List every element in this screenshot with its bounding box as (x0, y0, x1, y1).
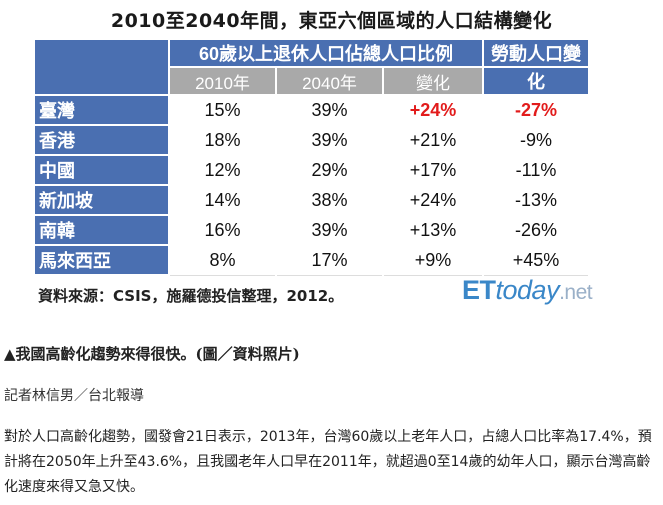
table-row: 南韓 16% 39% +13% -26% (33, 214, 590, 246)
logo-net: .net (559, 281, 593, 304)
value-labor: -27% (482, 94, 590, 126)
value-labor: +45% (482, 244, 590, 276)
value-change: +13% (382, 214, 484, 246)
value-2010: 15% (168, 94, 277, 126)
article-body: 對於人口高齡化趨勢，國發會21日表示，2013年，台灣60歲以上老年人口，占總人… (4, 429, 652, 495)
value-2040: 17% (275, 244, 384, 276)
region-label: 新加坡 (33, 184, 170, 216)
col-2010-header: 2010年 (168, 66, 277, 96)
value-2040: 39% (275, 214, 384, 246)
value-2010: 14% (168, 184, 277, 216)
col-change-header: 變化 (382, 66, 484, 96)
labor-change-header-line1: 勞動人口變 (482, 38, 590, 68)
value-2040: 38% (275, 184, 384, 216)
region-label: 香港 (33, 124, 170, 156)
value-labor: -9% (482, 124, 590, 156)
labor-change-header-line2: 化 (482, 66, 590, 96)
byline: 記者林信男／台北報導 (4, 388, 144, 404)
table-row: 香港 18% 39% +21% -9% (33, 124, 590, 156)
region-label: 馬來西亞 (33, 244, 170, 276)
table-subheader-row: 2010年 2040年 變化 化 (34, 66, 590, 96)
value-2040: 39% (275, 124, 384, 156)
value-2040: 29% (275, 154, 384, 186)
image-caption: ▲我國高齡化趨勢來得很快。(圖／資料照片) (4, 345, 300, 363)
col-2040-header: 2040年 (275, 66, 384, 96)
value-change: +17% (382, 154, 484, 186)
value-change: +21% (382, 124, 484, 156)
logo-et: ET (462, 275, 496, 305)
population-table: 60歲以上退休人口佔總人口比例 勞動人口變 2010年 2040年 變化 化 臺… (33, 38, 590, 276)
value-change: +24% (382, 94, 484, 126)
table-row: 中國 12% 29% +17% -11% (33, 154, 590, 186)
value-change: +9% (382, 244, 484, 276)
region-label: 南韓 (33, 214, 170, 246)
table-row: 臺灣 15% 39% +24% -27% (33, 94, 590, 126)
value-2010: 18% (168, 124, 277, 156)
value-labor: -26% (482, 214, 590, 246)
table-row: 新加坡 14% 38% +24% -13% (33, 184, 590, 216)
ettoday-logo: ETtoday.net (462, 275, 612, 309)
population-figure: 2010至2040年間，東亞六個區域的人口結構變化 60歲以上退休人口佔總人口比… (33, 10, 612, 309)
value-2040: 39% (275, 94, 384, 126)
value-2010: 12% (168, 154, 277, 186)
figure-title: 2010至2040年間，東亞六個區域的人口結構變化 (110, 10, 553, 32)
value-2010: 16% (168, 214, 277, 246)
value-change: +24% (382, 184, 484, 216)
region-label: 臺灣 (33, 94, 170, 126)
value-2010: 8% (168, 244, 277, 276)
value-labor: -11% (482, 154, 590, 186)
source-note: 資料來源：CSIS，施羅德投信整理，2012。 (38, 287, 344, 305)
logo-today: today (495, 275, 560, 305)
value-labor: -13% (482, 184, 590, 216)
table-header-row: 60歲以上退休人口佔總人口比例 勞動人口變 (33, 38, 590, 96)
header-corner (33, 38, 170, 96)
retired-ratio-header: 60歲以上退休人口佔總人口比例 (168, 38, 484, 68)
table-row: 馬來西亞 8% 17% +9% +45% (33, 244, 590, 276)
region-label: 中國 (33, 154, 170, 186)
